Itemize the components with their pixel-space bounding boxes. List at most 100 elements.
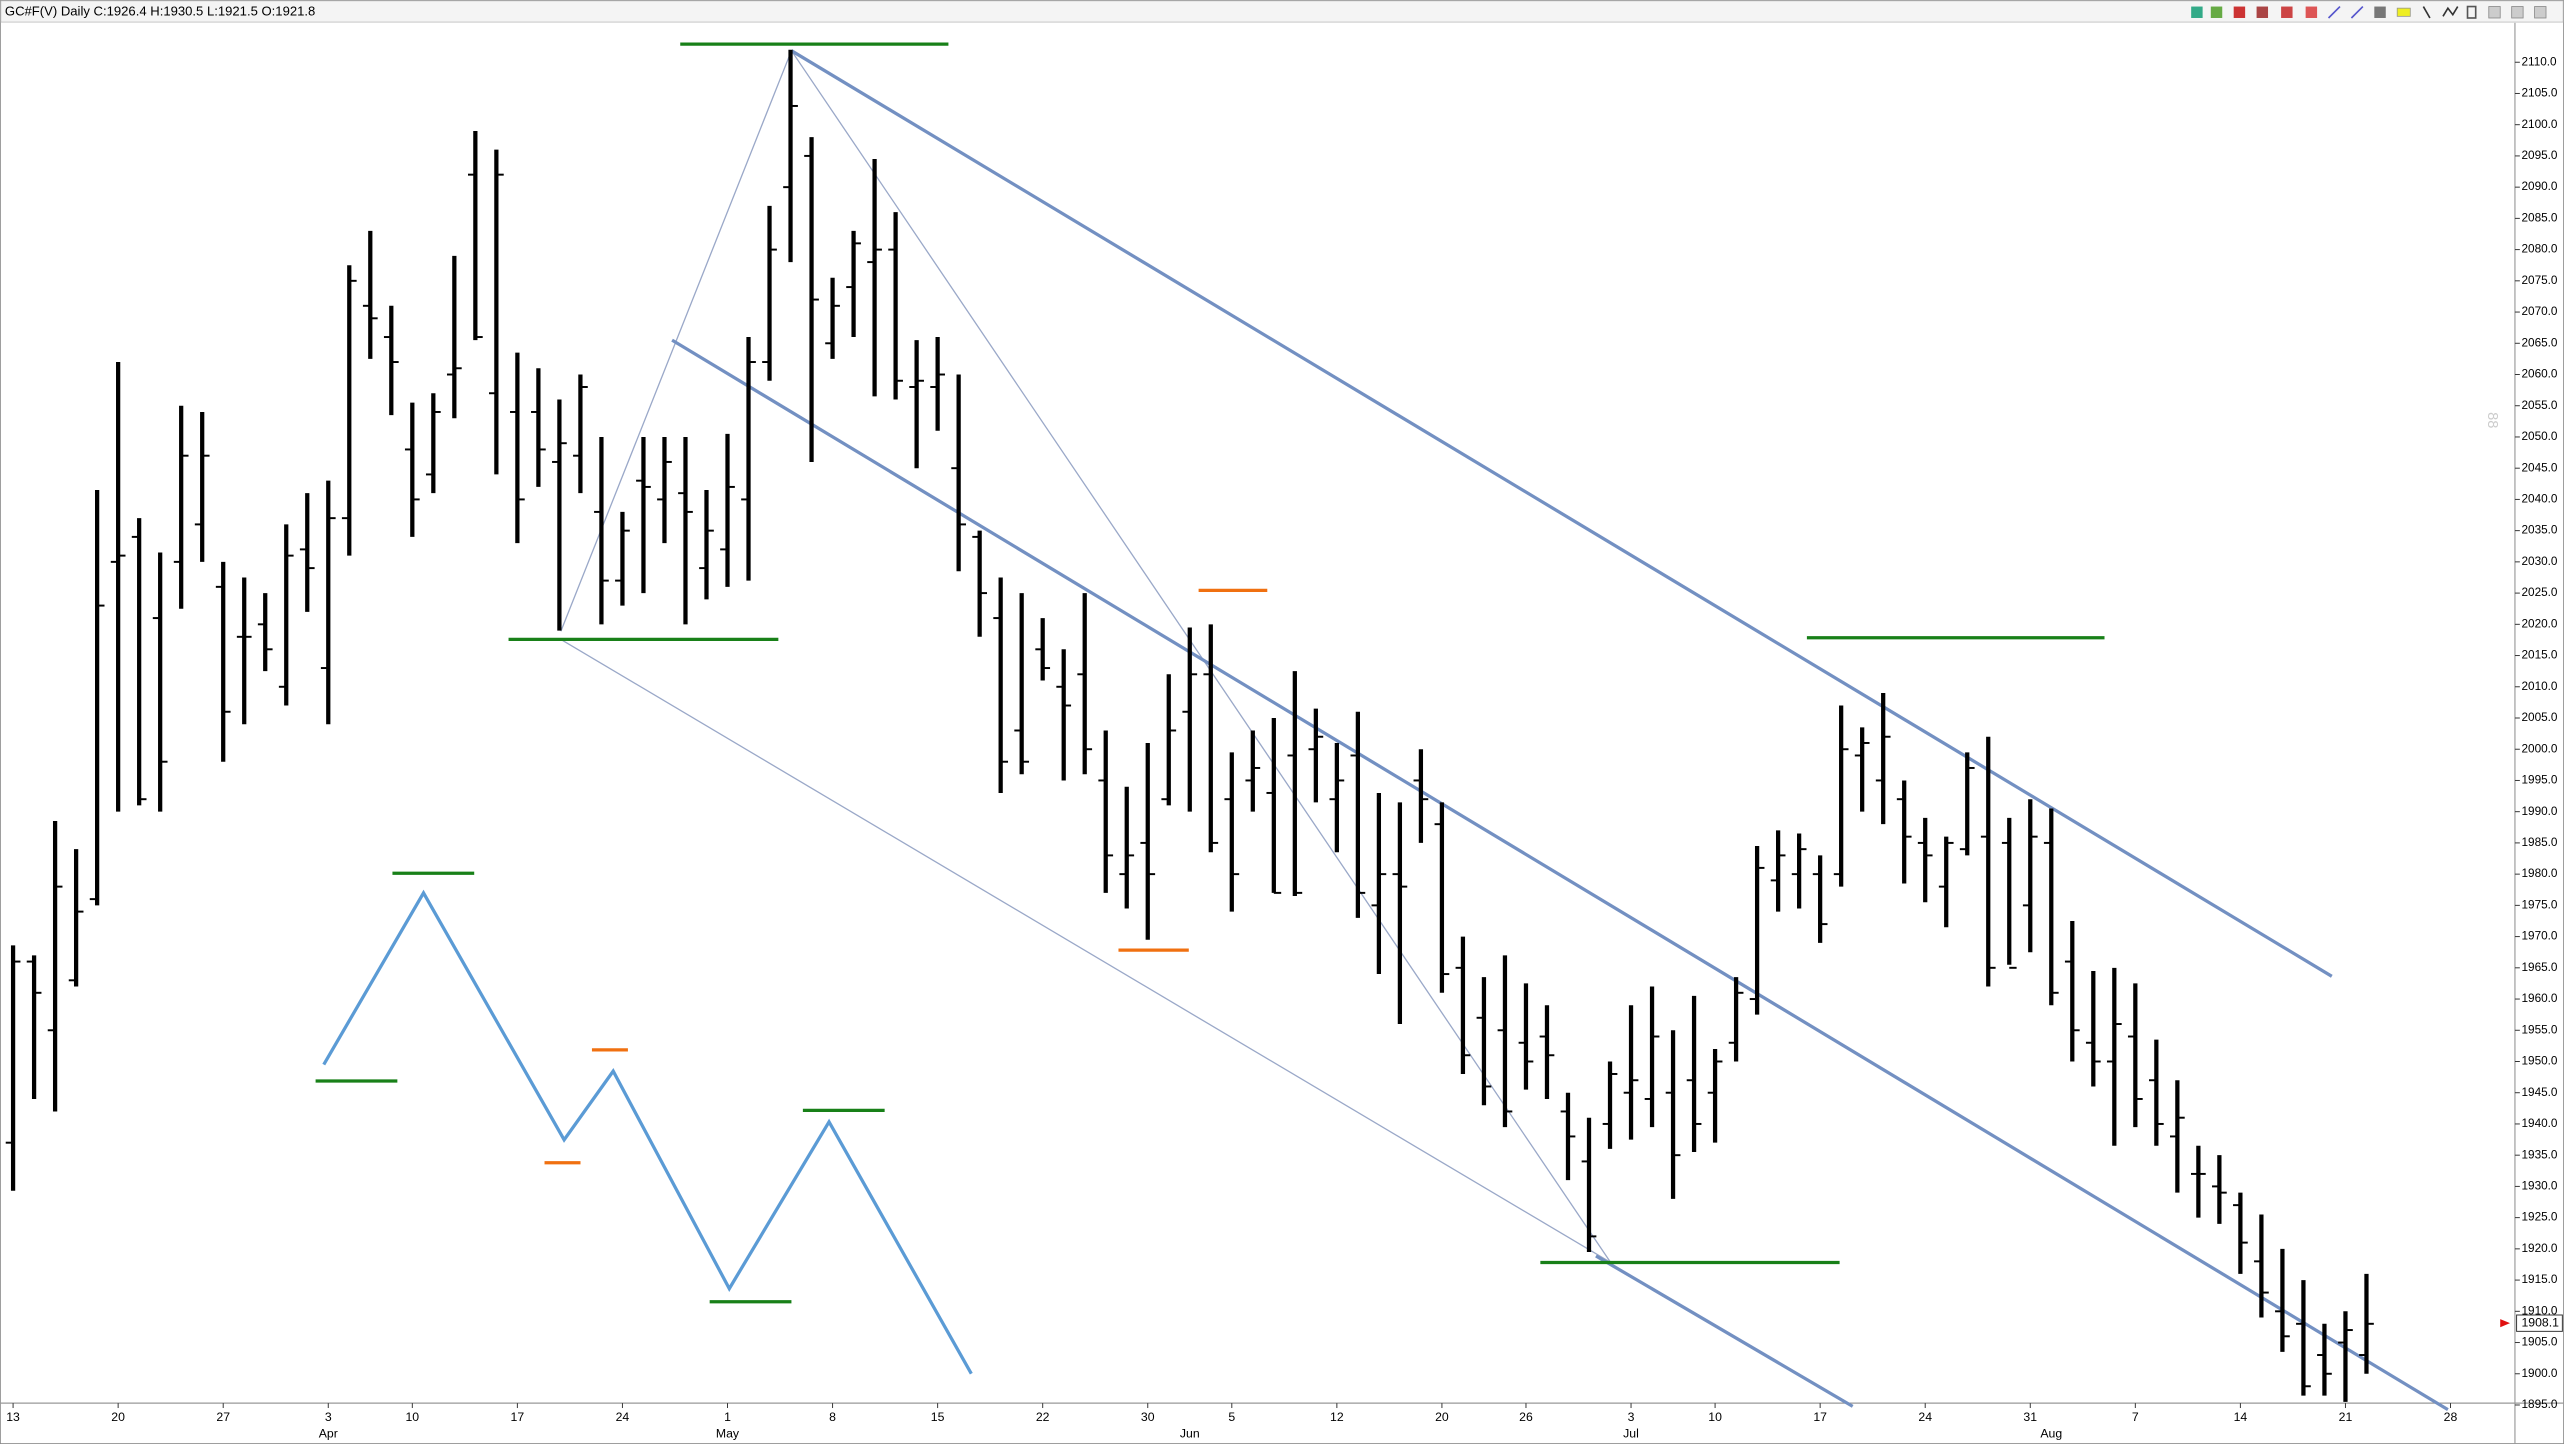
y-tick-label: 2045.0 (2521, 461, 2557, 474)
y-tick-label: 2050.0 (2521, 430, 2557, 443)
tool-icon[interactable] (2374, 6, 2386, 18)
y-tick-label: 1900.0 (2521, 1367, 2557, 1380)
last-price-label: 1908.1 (2521, 1315, 2559, 1329)
month-label: Apr (319, 1426, 338, 1440)
y-tick-label: 2060.0 (2521, 368, 2557, 381)
month-label: May (716, 1426, 740, 1440)
y-tick-label: 1985.0 (2521, 836, 2557, 849)
tool-icon[interactable] (2210, 6, 2223, 18)
y-tick-label: 1965.0 (2521, 961, 2557, 974)
y-tick-label: 2100.0 (2521, 118, 2557, 131)
y-tick-label: 1895.0 (2521, 1398, 2557, 1411)
y-tick-label: 2020.0 (2521, 617, 2557, 630)
x-tick-label: 20 (111, 1410, 125, 1424)
x-tick-label: 8 (829, 1410, 836, 1424)
x-tick-label: 30 (1141, 1410, 1155, 1424)
tool-icon[interactable] (2488, 6, 2501, 19)
x-tick-label: 17 (511, 1410, 525, 1424)
y-tick-label: 2040.0 (2521, 493, 2557, 506)
fork-line (790, 50, 1612, 1263)
side-label: 88 (2484, 412, 2500, 428)
y-tick-label: 1990.0 (2521, 805, 2557, 818)
x-tick-label: 24 (616, 1410, 630, 1424)
y-tick-label: 1925.0 (2521, 1211, 2557, 1224)
toolbar (2191, 5, 2547, 19)
x-tick-label: 1 (724, 1410, 731, 1424)
x-tick-label: 20 (1435, 1410, 1449, 1424)
x-tick-label: 14 (2234, 1410, 2248, 1424)
y-tick-label: 2110.0 (2521, 55, 2557, 68)
x-tick-label: 12 (1330, 1410, 1344, 1424)
x-tick-label: 10 (1708, 1410, 1722, 1424)
tool-icon[interactable] (2281, 6, 2293, 18)
y-tick-label: 2090.0 (2521, 180, 2557, 193)
y-tick-label: 1935.0 (2521, 1148, 2557, 1161)
y-tick-label: 1960.0 (2521, 992, 2557, 1005)
y-tick-label: 2030.0 (2521, 555, 2557, 568)
y-tick-label: 1915.0 (2521, 1273, 2557, 1286)
y-tick-label: 2010.0 (2521, 680, 2557, 693)
y-tick-label: 1910.0 (2521, 1304, 2557, 1317)
tool-icon[interactable] (2350, 5, 2364, 19)
x-tick-label: 3 (1628, 1410, 1635, 1424)
x-tick-label: 26 (1519, 1410, 1533, 1424)
x-tick-label: 10 (405, 1410, 419, 1424)
tool-icon[interactable] (2422, 6, 2431, 19)
tool-icon[interactable] (2511, 6, 2524, 19)
y-tick-label: 2085.0 (2521, 211, 2557, 224)
y-tick-label: 2015.0 (2521, 649, 2557, 662)
channel-line (671, 338, 2449, 1412)
tool-icon[interactable] (2442, 6, 2459, 17)
tool-icon[interactable] (2305, 6, 2318, 18)
x-tick-label: 17 (1813, 1410, 1827, 1424)
y-tick-label: 1970.0 (2521, 930, 2557, 943)
y-tick-label: 1945.0 (2521, 1086, 2557, 1099)
tool-icon[interactable] (2327, 5, 2341, 19)
x-tick-label: 31 (2023, 1410, 2037, 1424)
channel-line (790, 49, 2333, 978)
y-tick-label: 1955.0 (2521, 1023, 2557, 1036)
x-tick-label: 21 (2339, 1410, 2353, 1424)
x-tick-label: 5 (1228, 1410, 1235, 1424)
x-tick-label: 22 (1036, 1410, 1050, 1424)
channel-line (1595, 1254, 1854, 1408)
y-tick-label: 2000.0 (2521, 742, 2557, 755)
x-tick-label: 13 (6, 1410, 20, 1424)
x-tick-label: 7 (2132, 1410, 2139, 1424)
y-tick-label: 1995.0 (2521, 774, 2557, 787)
y-tick-label: 2070.0 (2521, 305, 2557, 318)
month-label: Aug (2040, 1426, 2062, 1440)
y-tick-label: 2080.0 (2521, 243, 2557, 256)
y-tick-label: 1950.0 (2521, 1055, 2557, 1068)
y-tick-label: 1940.0 (2521, 1117, 2557, 1130)
tool-icon[interactable] (2191, 6, 2203, 18)
y-tick-label: 2025.0 (2521, 586, 2557, 599)
y-tick-label: 2095.0 (2521, 149, 2557, 162)
y-tick-label: 1980.0 (2521, 867, 2557, 880)
last-price-box (2516, 1314, 2563, 1332)
last-price-arrow (2500, 1319, 2511, 1328)
y-tick-label: 2075.0 (2521, 274, 2557, 287)
zigzag-sketch (322, 889, 973, 1375)
y-tick-label: 1905.0 (2521, 1336, 2557, 1349)
tool-icon[interactable] (2233, 6, 2246, 18)
tool-icon[interactable] (2466, 5, 2477, 19)
month-label: Jul (1623, 1426, 1639, 1440)
x-tick-label: 3 (325, 1410, 332, 1424)
y-tick-label: 2005.0 (2521, 711, 2557, 724)
tool-icon[interactable] (2534, 6, 2547, 19)
tool-icon[interactable] (2256, 6, 2269, 18)
drawings (315, 42, 2449, 1412)
y-tick-label: 1930.0 (2521, 1180, 2557, 1193)
y-tick-label: 2055.0 (2521, 399, 2557, 412)
y-tick-label: 1920.0 (2521, 1242, 2557, 1255)
header-bar (0, 0, 2564, 23)
y-tick-label: 2035.0 (2521, 524, 2557, 537)
y-tick-label: 2105.0 (2521, 87, 2557, 100)
chart-title: GC#F(V) Daily C:1926.4 H:1930.5 L:1921.5… (5, 4, 315, 19)
tool-icon[interactable] (2396, 7, 2411, 17)
x-tick-label: 24 (1918, 1410, 1932, 1424)
